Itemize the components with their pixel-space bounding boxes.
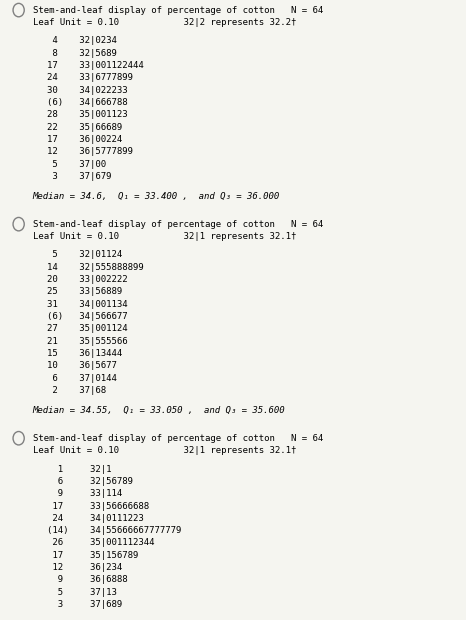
Text: Stem-and-leaf display of percentage of cotton   N = 64: Stem-and-leaf display of percentage of c… — [33, 219, 323, 229]
Text: Stem-and-leaf display of percentage of cotton   N = 64: Stem-and-leaf display of percentage of c… — [33, 6, 323, 15]
Text: Leaf Unit = 0.10            32|2 represents 32.2†: Leaf Unit = 0.10 32|2 represents 32.2† — [33, 18, 296, 27]
Text: 21    35|555566: 21 35|555566 — [47, 337, 127, 346]
Text: 14    32|555888899: 14 32|555888899 — [47, 263, 144, 272]
Text: 4    32|0234: 4 32|0234 — [47, 37, 116, 45]
Text: 17    33|001122444: 17 33|001122444 — [47, 61, 144, 70]
Text: 8    32|5689: 8 32|5689 — [47, 49, 116, 58]
Text: 10    36|5677: 10 36|5677 — [47, 361, 116, 370]
Text: 2    37|68: 2 37|68 — [47, 386, 106, 395]
Text: 5    32|01124: 5 32|01124 — [47, 250, 122, 260]
Text: 9     33|114: 9 33|114 — [47, 489, 122, 498]
Text: Stem-and-leaf display of percentage of cotton   N = 64: Stem-and-leaf display of percentage of c… — [33, 434, 323, 443]
Text: 12    36|5777899: 12 36|5777899 — [47, 148, 133, 156]
Text: 24    33|6777899: 24 33|6777899 — [47, 73, 133, 82]
Text: 1     32|1: 1 32|1 — [47, 464, 111, 474]
Text: Leaf Unit = 0.10            32|1 represents 32.1†: Leaf Unit = 0.10 32|1 represents 32.1† — [33, 232, 296, 241]
Text: (14)    34|55666667777779: (14) 34|55666667777779 — [47, 526, 181, 535]
Text: 25    33|56889: 25 33|56889 — [47, 288, 122, 296]
Text: Leaf Unit = 0.10            32|1 represents 32.1†: Leaf Unit = 0.10 32|1 represents 32.1† — [33, 446, 296, 455]
Text: 26     35|001112344: 26 35|001112344 — [47, 539, 154, 547]
Text: 6     32|56789: 6 32|56789 — [47, 477, 133, 486]
Text: 5     37|13: 5 37|13 — [47, 588, 116, 597]
Text: 20    33|002222: 20 33|002222 — [47, 275, 127, 284]
Text: 12     36|234: 12 36|234 — [47, 563, 122, 572]
Text: 3    37|679: 3 37|679 — [47, 172, 111, 181]
Text: 5    37|00: 5 37|00 — [47, 159, 106, 169]
Text: 15    36|13444: 15 36|13444 — [47, 349, 122, 358]
Text: Median = 34.6,  Q₁ = 33.400 ,  and Q₃ = 36.000: Median = 34.6, Q₁ = 33.400 , and Q₃ = 36… — [33, 192, 280, 201]
Text: 17    36|00224: 17 36|00224 — [47, 135, 122, 144]
Text: Median = 34.55,  Q₁ = 33.050 ,  and Q₃ = 35.600: Median = 34.55, Q₁ = 33.050 , and Q₃ = 3… — [33, 405, 285, 415]
Text: 27    35|001124: 27 35|001124 — [47, 324, 127, 334]
Text: (6)   34|666788: (6) 34|666788 — [47, 98, 127, 107]
Text: 17     33|56666688: 17 33|56666688 — [47, 502, 149, 510]
Text: 28    35|001123: 28 35|001123 — [47, 110, 127, 119]
Text: 31    34|001134: 31 34|001134 — [47, 300, 127, 309]
Text: 3     37|689: 3 37|689 — [47, 600, 122, 609]
Text: (6)   34|566677: (6) 34|566677 — [47, 312, 127, 321]
Text: 22    35|66689: 22 35|66689 — [47, 123, 122, 131]
Text: 9     36|6888: 9 36|6888 — [47, 575, 127, 585]
Text: 6    37|0144: 6 37|0144 — [47, 374, 116, 383]
Text: 17     35|156789: 17 35|156789 — [47, 551, 138, 560]
Text: 30    34|022233: 30 34|022233 — [47, 86, 127, 95]
Text: 24     34|0111223: 24 34|0111223 — [47, 514, 144, 523]
